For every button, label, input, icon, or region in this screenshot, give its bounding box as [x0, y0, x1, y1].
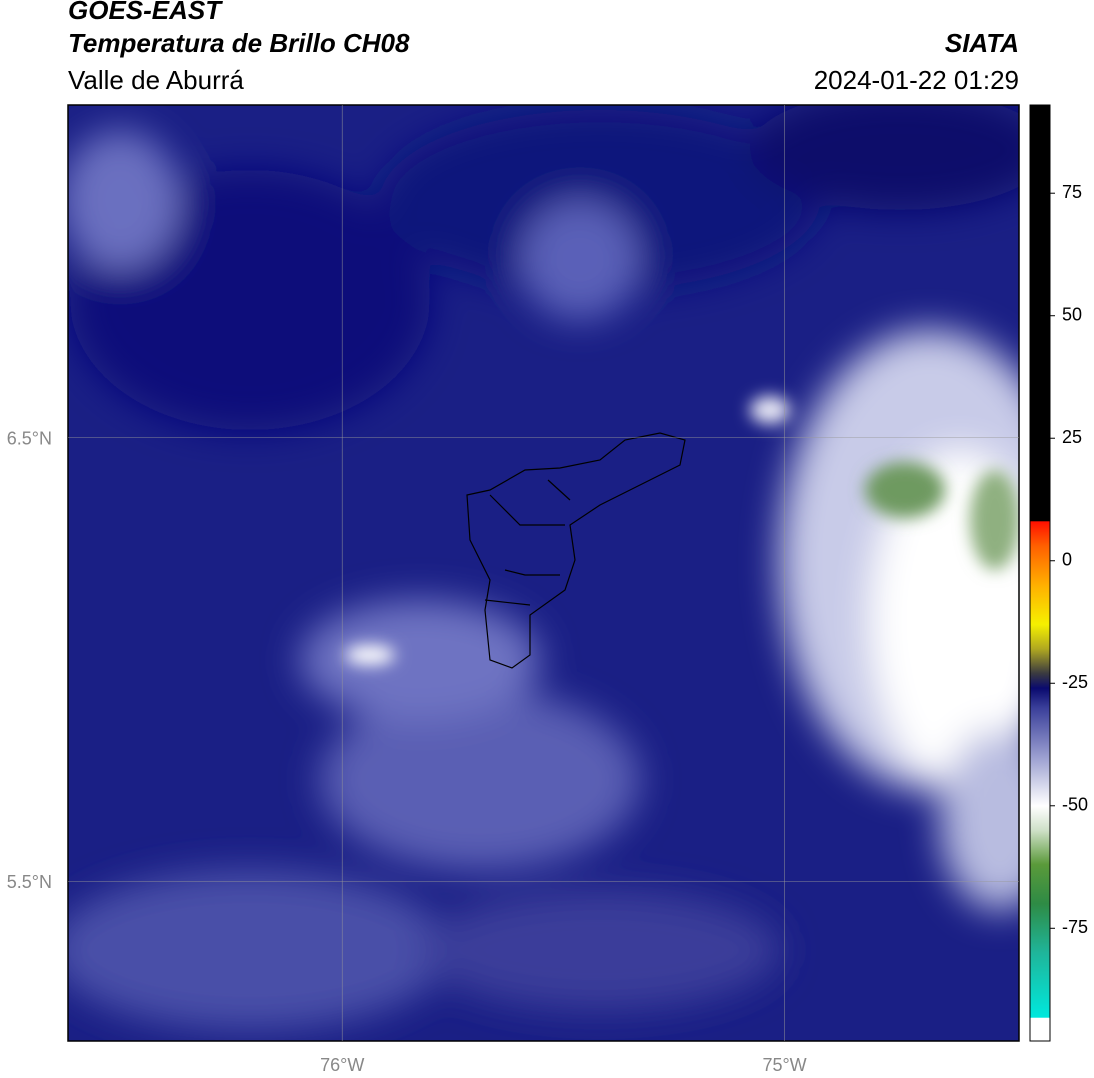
- colorbar-tick-label: -75: [1062, 917, 1088, 937]
- map-frame: [67, 104, 1020, 1042]
- colorbar-tick-label: 0: [1062, 549, 1072, 569]
- colorbar-tick-label: -50: [1062, 795, 1088, 815]
- lat-label: 6.5°N: [7, 428, 52, 448]
- colorbar-tick-label: 50: [1062, 304, 1082, 324]
- colorbar-tick-label: -25: [1062, 672, 1088, 692]
- colorbar: [1030, 105, 1050, 1041]
- municipality-outline: [466, 432, 686, 669]
- region: Valle de Aburrá: [68, 65, 244, 95]
- lon-label: 76°W: [320, 1055, 364, 1075]
- imagery: [68, 105, 1019, 1041]
- colorbar-tick-label: 75: [1062, 182, 1082, 202]
- timestamp: 2024-01-22 01:29: [814, 65, 1019, 95]
- title: GOES-EAST: [68, 0, 223, 25]
- subtitle: Temperatura de Brillo CH08: [68, 28, 410, 58]
- colorbar-tick-label: 25: [1062, 427, 1082, 447]
- colorbar-frame: [1029, 104, 1051, 1042]
- source: SIATA: [945, 28, 1019, 58]
- lon-label: 75°W: [762, 1055, 806, 1075]
- lat-label: 5.5°N: [7, 872, 52, 892]
